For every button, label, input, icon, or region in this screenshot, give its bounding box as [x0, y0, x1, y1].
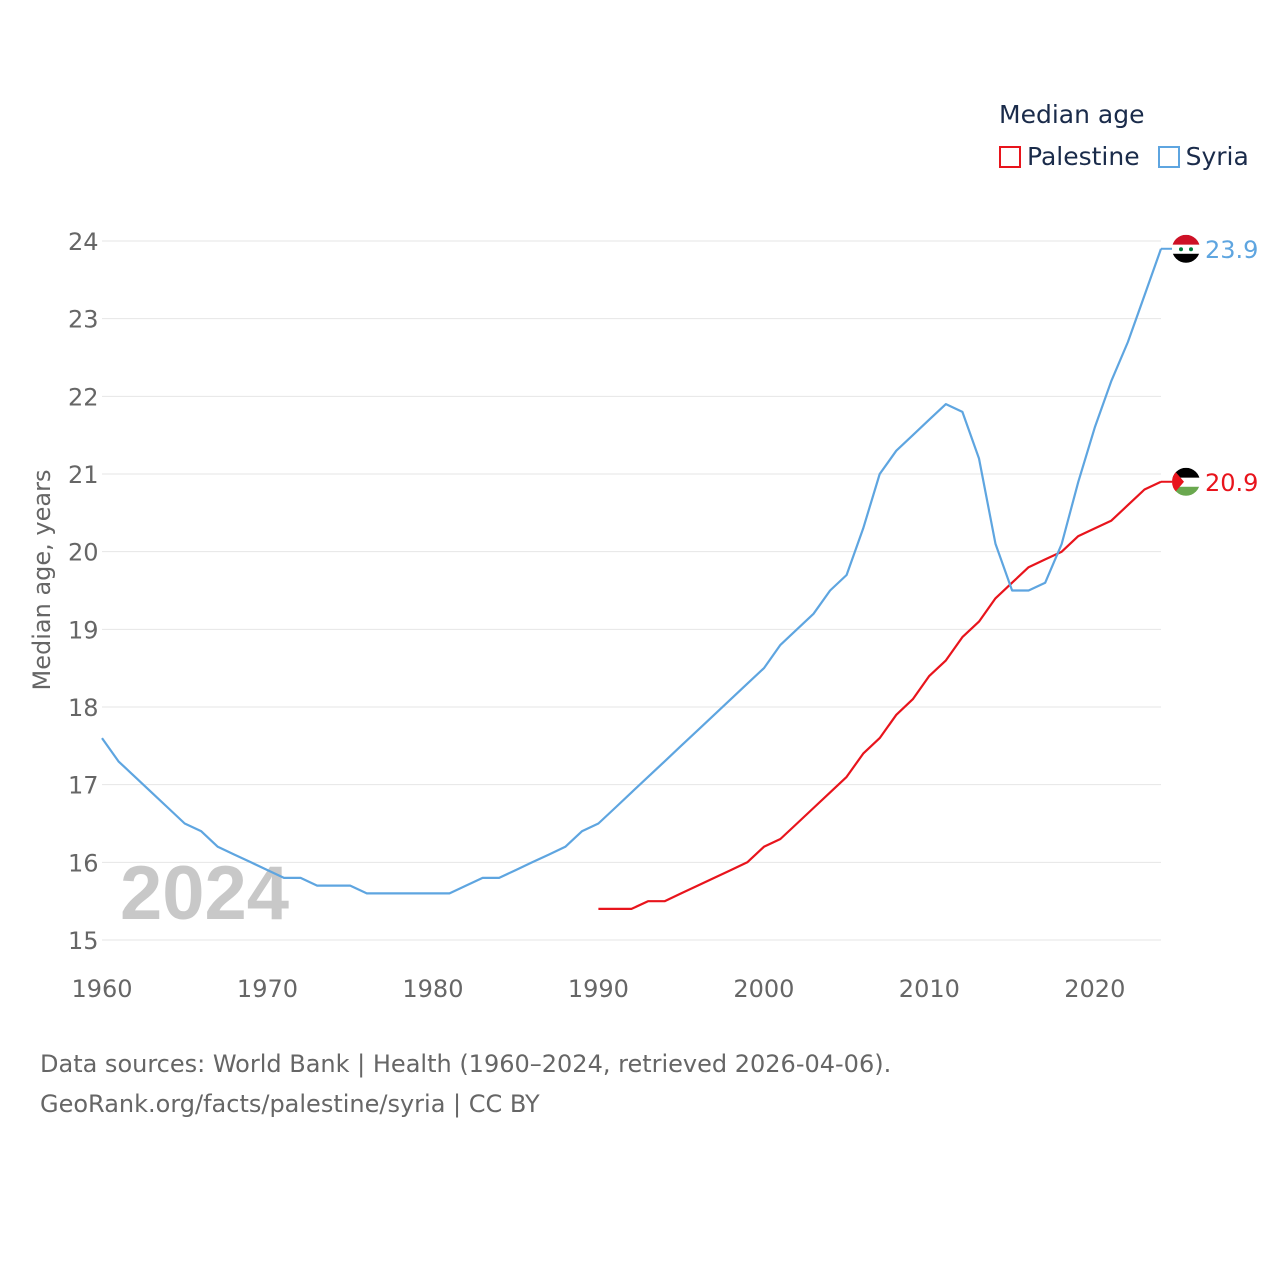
y-tick-label-22: 22: [68, 383, 99, 411]
syria-flag-icon: [1172, 234, 1200, 263]
footer: Data sources: World Bank | Health (1960–…: [40, 1044, 891, 1124]
year-stamp: 2024: [120, 851, 290, 936]
legend-title: Median age: [999, 100, 1145, 129]
palestine-flag-icon: [1172, 467, 1200, 496]
y-tick-label-18: 18: [68, 694, 99, 722]
y-tick-label-17: 17: [68, 772, 99, 800]
y-tick-label-20: 20: [68, 539, 99, 567]
y-axis-label: Median age, years: [28, 470, 56, 691]
legend-item-syria[interactable]: Syria: [1157, 142, 1249, 171]
y-tick-label-21: 21: [68, 461, 99, 489]
y-tick-label-23: 23: [68, 306, 99, 334]
y-tick-label-24: 24: [68, 228, 99, 256]
end-label-syria: 23.9: [1205, 236, 1258, 264]
legend-item-palestine[interactable]: Palestine: [999, 142, 1140, 171]
footer-link[interactable]: GeoRank.org/facts/palestine/syria | CC B…: [40, 1090, 540, 1118]
y-tick-label-15: 15: [68, 927, 99, 955]
legend-swatch-palestine: [999, 145, 1021, 168]
x-tick-label-2000: 2000: [733, 975, 794, 1003]
x-tick-label-2020: 2020: [1064, 975, 1125, 1003]
series-line-syria: [101, 248, 1163, 895]
footer-sources: Data sources: World Bank | Health (1960–…: [40, 1050, 892, 1078]
series-line-palestine: [598, 480, 1162, 911]
x-tick-label-1980: 1980: [402, 975, 463, 1003]
x-tick-label-1970: 1970: [237, 975, 298, 1003]
y-tick-label-16: 16: [68, 849, 99, 877]
x-tick-label-1960: 1960: [71, 975, 132, 1003]
legend-label-palestine: Palestine: [1027, 142, 1140, 171]
end-label-palestine: 20.9: [1205, 469, 1258, 497]
x-tick-label-1990: 1990: [568, 975, 629, 1003]
legend: Palestine Syria: [999, 142, 1267, 171]
legend-label-syria: Syria: [1185, 142, 1249, 171]
legend-swatch-syria: [1157, 145, 1180, 168]
line-chart: 15 16 17 18 19 20 21 22 23 24 1960 1970 1980 1990 2000…: [28, 228, 1258, 1003]
x-tick-label-2010: 2010: [899, 975, 960, 1003]
y-tick-label-19: 19: [68, 616, 99, 644]
